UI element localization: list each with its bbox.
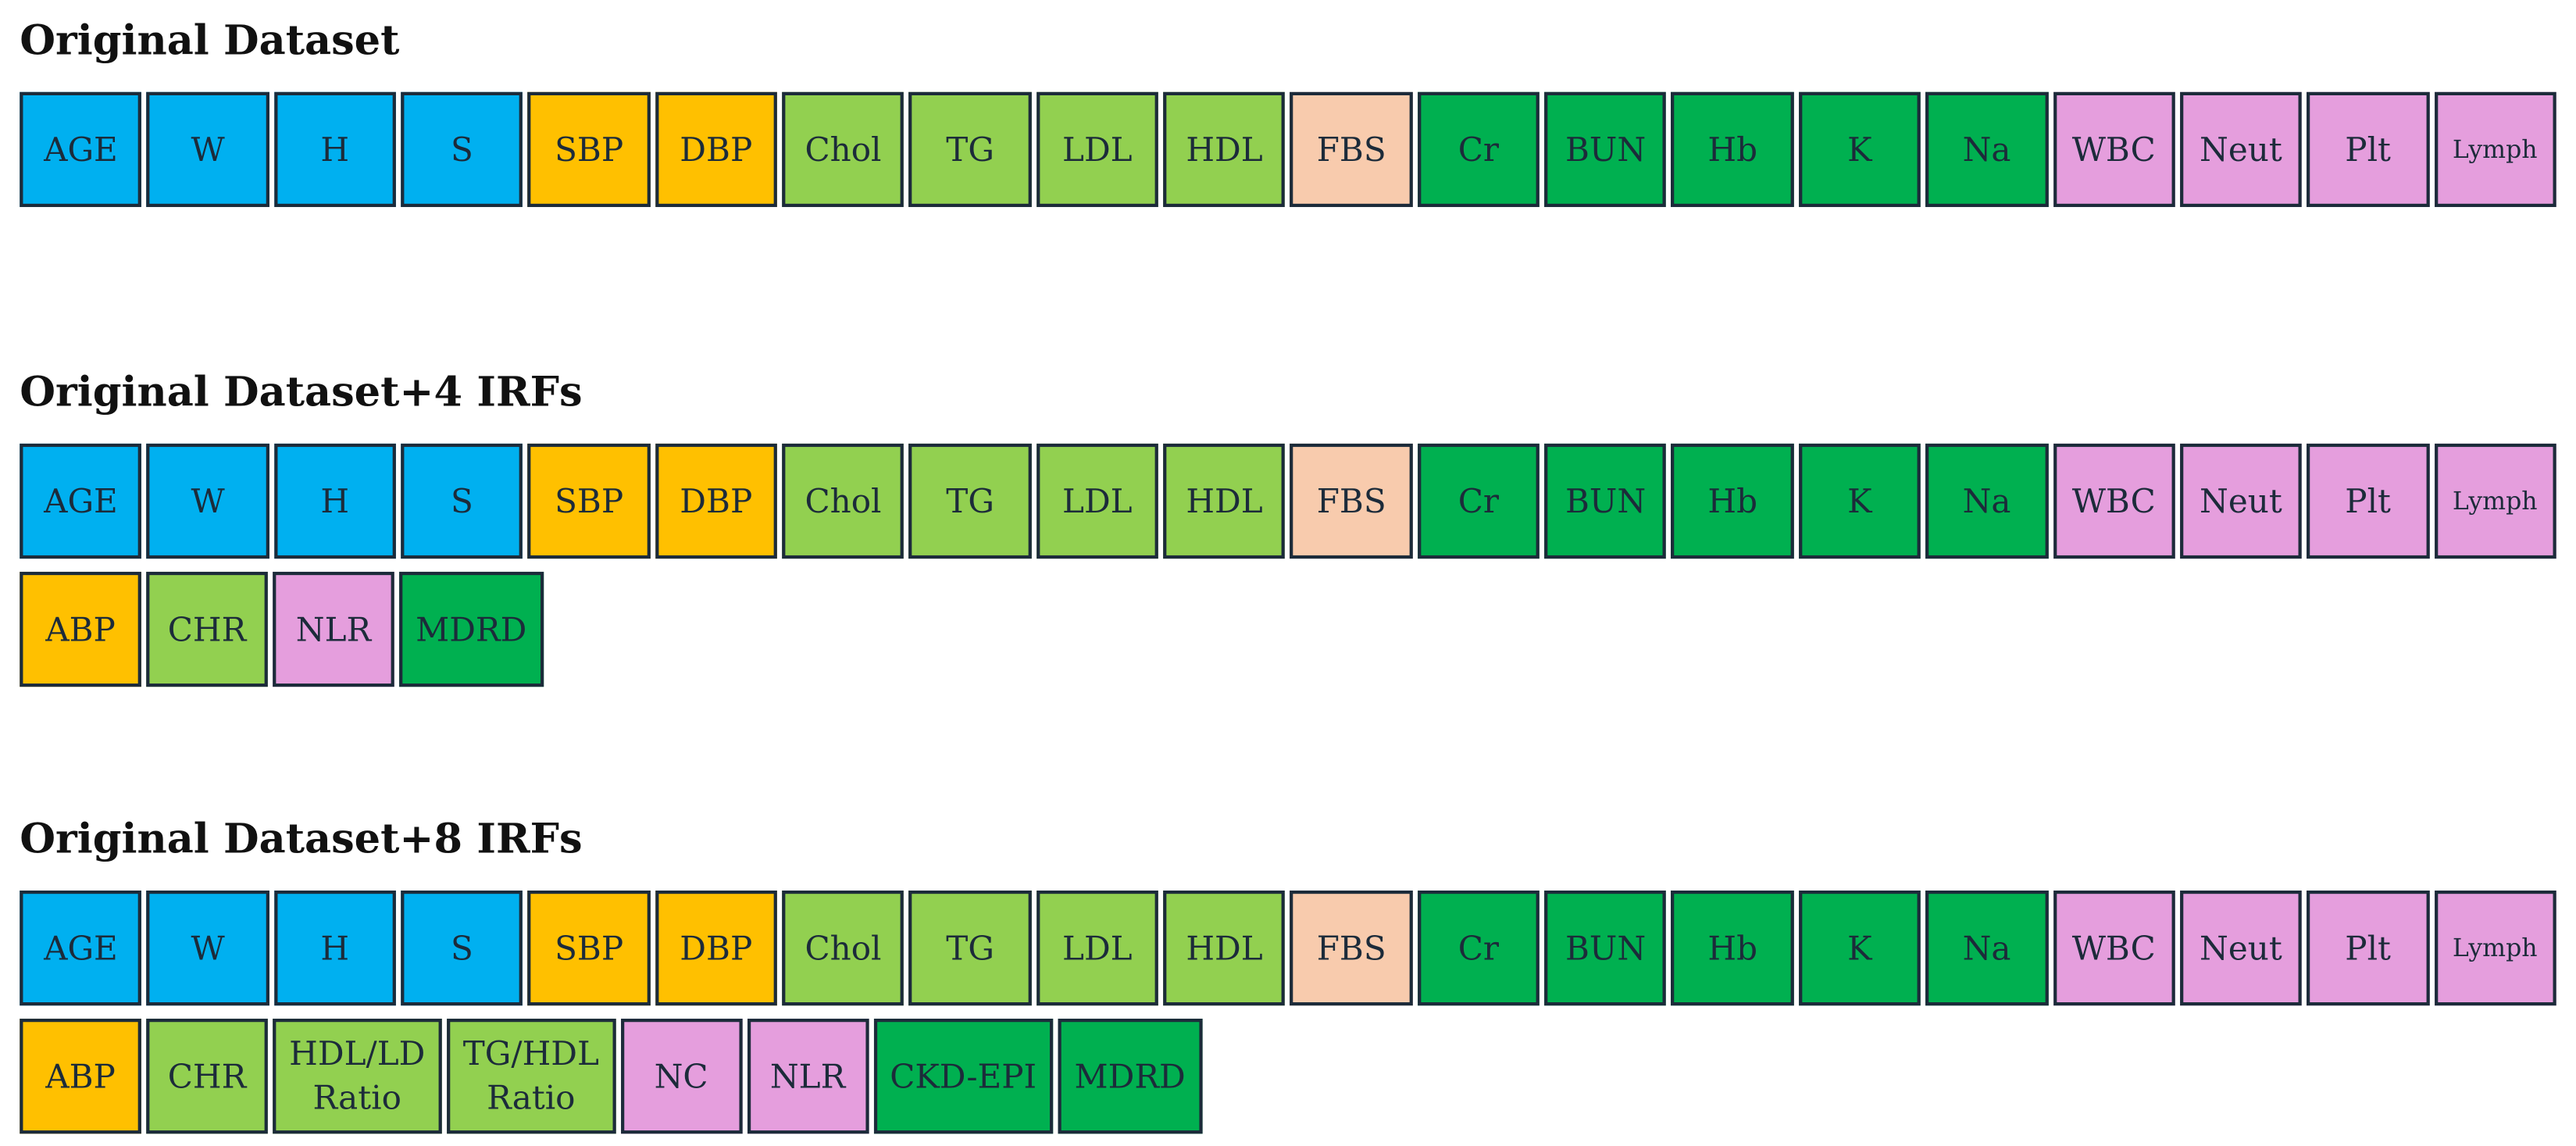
- feature-box: Lymph: [2434, 91, 2556, 208]
- feature-box: CHR: [146, 1019, 268, 1134]
- feature-box: Plt: [2307, 443, 2429, 559]
- section: Original Dataset+4 IRFs AGE W H S SBP DBP Chol T…: [20, 365, 2556, 700]
- feature-box: WBC: [2053, 890, 2175, 1006]
- section: Original Dataset+8 IRFs AGE W H S SBP DBP Chol T…: [20, 812, 2556, 1146]
- feature-box: K: [1798, 91, 1921, 208]
- feature-box: HDL/LD Ratio: [273, 1019, 442, 1134]
- feature-box: FBS: [1290, 91, 1413, 208]
- feature-box: Na: [1925, 890, 2048, 1006]
- feature-box: Cr: [1417, 890, 1540, 1006]
- feature-box: LDL: [1036, 890, 1159, 1006]
- feature-box: Neut: [2179, 890, 2303, 1006]
- feature-box: LDL: [1036, 91, 1159, 208]
- feature-box: H: [273, 443, 396, 559]
- feature-box: S: [401, 890, 523, 1006]
- feature-box: DBP: [655, 443, 777, 559]
- feature-box: Na: [1925, 91, 2048, 208]
- feature-box: NC: [620, 1019, 742, 1134]
- feature-row: ABP CHR NLR MDRD: [20, 571, 2556, 687]
- feature-box: DBP: [655, 890, 777, 1006]
- feature-box: Hb: [1672, 443, 1794, 559]
- feature-box: BUN: [1544, 91, 1667, 208]
- section-title: Original Dataset+4 IRFs: [20, 368, 583, 416]
- feature-box: FBS: [1290, 890, 1413, 1006]
- feature-box: DBP: [655, 91, 777, 208]
- feature-box: MDRD: [399, 571, 544, 687]
- feature-box: Chol: [782, 91, 904, 208]
- feature-box: NLR: [273, 571, 394, 687]
- feature-box: TG: [908, 443, 1032, 559]
- feature-box: MDRD: [1058, 1019, 1202, 1134]
- feature-box: H: [273, 91, 396, 208]
- feature-box: AGE: [20, 443, 142, 559]
- feature-box: K: [1798, 890, 1921, 1006]
- feature-box: K: [1798, 443, 1921, 559]
- feature-box: W: [146, 91, 269, 208]
- section-title: Original Dataset: [20, 16, 400, 65]
- feature-box: Lymph: [2434, 443, 2556, 559]
- feature-box: SBP: [527, 890, 651, 1006]
- feature-box: HDL: [1163, 91, 1286, 208]
- feature-box: Chol: [782, 890, 904, 1006]
- feature-row: AGE W H S SBP DBP Chol TG LDL HDL FBS Cr BUN Hb K Na WBC…: [20, 890, 2556, 1006]
- feature-box: Chol: [782, 443, 904, 559]
- feature-box: Plt: [2307, 890, 2429, 1006]
- feature-box: CKD-EPI: [873, 1019, 1054, 1134]
- feature-box: NLR: [747, 1019, 869, 1134]
- feature-box: Hb: [1672, 91, 1794, 208]
- section: Original Dataset AGE W H S SBP DBP Chol TG LDL HDL…: [20, 13, 2556, 220]
- feature-box: ABP: [20, 1019, 141, 1134]
- feature-box: HDL: [1163, 890, 1286, 1006]
- feature-box: TG/HDL Ratio: [446, 1019, 615, 1134]
- feature-box: LDL: [1036, 443, 1159, 559]
- feature-box: Neut: [2179, 443, 2303, 559]
- feature-box: AGE: [20, 890, 142, 1006]
- feature-row: AGE W H S SBP DBP Chol TG LDL HDL FBS Cr BUN Hb K Na WBC…: [20, 91, 2556, 208]
- feature-box: SBP: [527, 443, 651, 559]
- feature-box: WBC: [2053, 91, 2175, 208]
- feature-box: S: [401, 91, 523, 208]
- feature-box: Cr: [1417, 443, 1540, 559]
- feature-box: FBS: [1290, 443, 1413, 559]
- feature-box: Neut: [2179, 91, 2303, 208]
- feature-box: H: [273, 890, 396, 1006]
- feature-box: CHR: [146, 571, 268, 687]
- feature-box: Hb: [1672, 890, 1794, 1006]
- feature-box: Cr: [1417, 91, 1540, 208]
- feature-box: BUN: [1544, 890, 1667, 1006]
- feature-box: WBC: [2053, 443, 2175, 559]
- feature-box: Plt: [2307, 91, 2429, 208]
- feature-box: ABP: [20, 571, 141, 687]
- feature-box: HDL: [1163, 443, 1286, 559]
- feature-row: AGE W H S SBP DBP Chol TG LDL HDL FBS Cr BUN Hb K Na WBC…: [20, 443, 2556, 559]
- feature-box: BUN: [1544, 443, 1667, 559]
- section-title: Original Dataset+8 IRFs: [20, 815, 583, 863]
- feature-box: W: [146, 890, 269, 1006]
- feature-box: TG: [908, 890, 1032, 1006]
- feature-box: TG: [908, 91, 1032, 208]
- feature-box: AGE: [20, 91, 142, 208]
- feature-box: S: [401, 443, 523, 559]
- feature-box: Na: [1925, 443, 2048, 559]
- feature-box: W: [146, 443, 269, 559]
- feature-box: SBP: [527, 91, 651, 208]
- feature-box: Lymph: [2434, 890, 2556, 1006]
- feature-row: ABP CHR HDL/LD Ratio TG/HDL Ratio NC NLR CKD-E…: [20, 1019, 2556, 1134]
